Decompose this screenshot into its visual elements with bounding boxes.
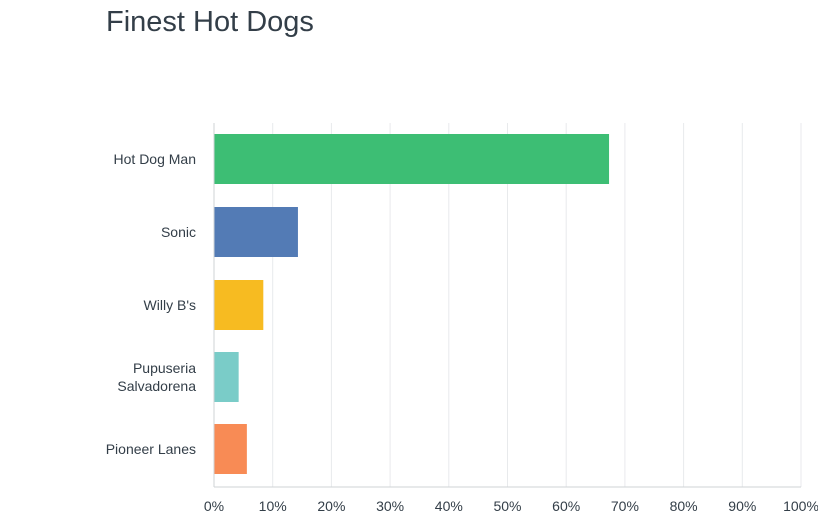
chart-title: Finest Hot Dogs	[106, 6, 314, 38]
x-tick-label: 100%	[783, 498, 818, 514]
bar[interactable]	[214, 207, 298, 257]
x-tick-label: 90%	[728, 498, 756, 514]
x-tick-label: 0%	[204, 498, 224, 514]
x-tick-label: 20%	[317, 498, 345, 514]
category-label: Pioneer Lanes	[106, 441, 196, 457]
x-tick-label: 70%	[611, 498, 639, 514]
bar[interactable]	[214, 134, 610, 184]
x-tick-label: 40%	[435, 498, 463, 514]
x-tick-labels: 0% 10% 20% 30% 40% 50% 60% 70% 80% 90% 100%	[204, 498, 818, 514]
category-label: Sonic	[161, 224, 196, 240]
x-tick-label: 60%	[552, 498, 580, 514]
category-label: Hot Dog Man	[114, 151, 196, 167]
x-tick-label: 30%	[376, 498, 404, 514]
category-label: Willy B's	[144, 297, 196, 313]
bars	[214, 134, 610, 474]
category-labels: Hot Dog Man Sonic Willy B's Pupuseria Salvad…	[106, 151, 197, 457]
category-label: Pupuseria Salvadorena	[117, 360, 196, 394]
bar[interactable]	[214, 424, 247, 474]
x-tick-label: 10%	[259, 498, 287, 514]
x-tick-label: 50%	[493, 498, 521, 514]
x-tick-label: 80%	[670, 498, 698, 514]
bar[interactable]	[214, 280, 264, 330]
bar[interactable]	[214, 352, 239, 402]
